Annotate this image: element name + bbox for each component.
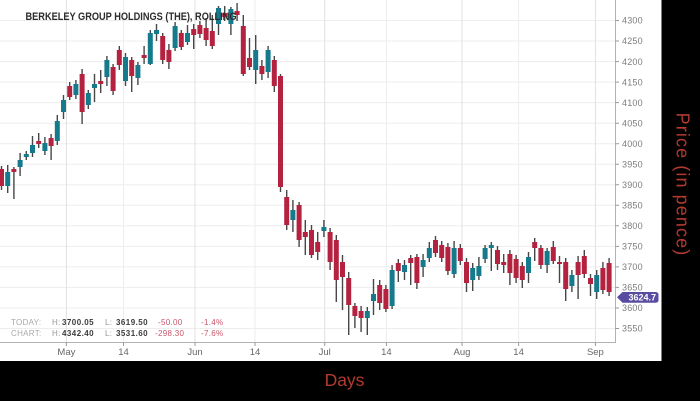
- svg-text:Sep: Sep: [587, 347, 604, 358]
- svg-text:L:: L:: [105, 318, 112, 327]
- svg-text:3531.60: 3531.60: [116, 329, 148, 338]
- svg-text:3750: 3750: [622, 242, 643, 252]
- svg-text:-1.4%: -1.4%: [201, 318, 223, 327]
- svg-text:4300: 4300: [622, 16, 643, 26]
- svg-text:3550: 3550: [622, 324, 643, 334]
- svg-text:H:: H:: [52, 329, 61, 338]
- svg-text:-298.30: -298.30: [155, 329, 184, 338]
- svg-text:4342.40: 4342.40: [62, 329, 94, 338]
- svg-text:-7.6%: -7.6%: [201, 329, 223, 338]
- svg-text:-50.00: -50.00: [158, 318, 183, 327]
- svg-text:L:: L:: [105, 329, 112, 338]
- svg-text:4100: 4100: [622, 98, 643, 108]
- svg-text:14: 14: [513, 347, 524, 358]
- svg-text:Price (in pence): Price (in pence): [673, 113, 693, 257]
- svg-text:Aug: Aug: [454, 347, 471, 358]
- svg-text:3650: 3650: [622, 283, 643, 293]
- svg-text:3700.05: 3700.05: [62, 318, 94, 327]
- svg-text:BERKELEY GROUP HOLDINGS (THE),: BERKELEY GROUP HOLDINGS (THE), ROLLING: [26, 11, 237, 23]
- svg-text:3950: 3950: [622, 159, 643, 169]
- svg-text:TODAY:: TODAY:: [11, 318, 41, 327]
- svg-text:CHART:: CHART:: [11, 329, 42, 338]
- svg-text:4200: 4200: [622, 57, 643, 67]
- svg-text:3800: 3800: [622, 221, 643, 231]
- svg-text:3600: 3600: [622, 303, 643, 313]
- svg-text:4050: 4050: [622, 118, 643, 128]
- svg-text:Jul: Jul: [319, 347, 331, 358]
- svg-text:3850: 3850: [622, 201, 643, 211]
- svg-text:Days: Days: [325, 370, 365, 390]
- svg-text:H:: H:: [52, 318, 61, 327]
- svg-text:3624.7: 3624.7: [628, 292, 656, 302]
- svg-text:3700: 3700: [622, 262, 643, 272]
- svg-text:Jun: Jun: [187, 347, 202, 358]
- svg-text:4150: 4150: [622, 77, 643, 87]
- svg-text:May: May: [57, 347, 75, 358]
- svg-text:4250: 4250: [622, 36, 643, 46]
- svg-text:4000: 4000: [622, 139, 643, 149]
- svg-text:3900: 3900: [622, 180, 643, 190]
- svg-text:3619.50: 3619.50: [116, 318, 148, 327]
- svg-text:14: 14: [381, 347, 392, 358]
- svg-text:14: 14: [118, 347, 129, 358]
- svg-text:14: 14: [250, 347, 261, 358]
